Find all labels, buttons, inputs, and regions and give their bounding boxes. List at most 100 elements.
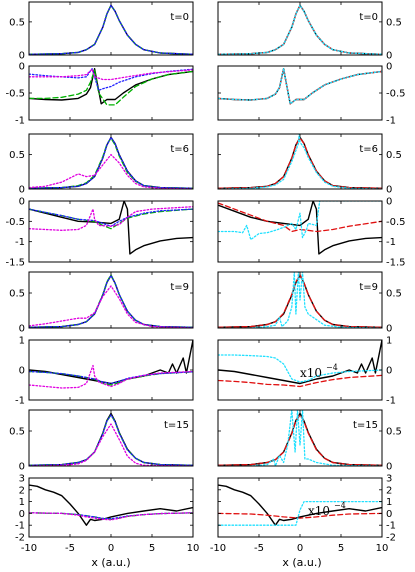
series-group [218, 201, 382, 255]
series-magenta-line [29, 285, 193, 328]
panel-frame [217, 1, 383, 56]
y-tick-label: -0.5 [386, 89, 406, 100]
series-cyan-line [218, 201, 382, 241]
y-tick-label: -1 [386, 521, 396, 532]
y-tick-label: 0.5 [386, 150, 402, 161]
y-tick-label: 0 [386, 509, 392, 520]
annotation-t15: x10 −4 [308, 501, 346, 518]
y-tick-label: 0.5 [386, 17, 402, 28]
y-tick-label: 0 [386, 462, 392, 473]
x-tick-label: 5 [149, 543, 155, 554]
series-group [29, 136, 193, 189]
time-label: t=9 [359, 282, 378, 293]
series-green-line [29, 4, 193, 55]
series-group [29, 4, 193, 55]
series-black-line [29, 484, 193, 526]
series-group [218, 4, 382, 55]
series-black-line [29, 274, 193, 328]
y-tick-label: 0 [19, 197, 25, 208]
series-blue-line [29, 208, 193, 227]
series-cyan-line [218, 272, 382, 328]
series-red-line [218, 4, 382, 55]
series-black-line [218, 274, 382, 328]
y-tick-label: 0 [19, 462, 25, 473]
x-axis-label-left: x (a.u.) [91, 556, 130, 569]
series-green-line [29, 69, 193, 106]
y-tick-label: 0 [386, 366, 392, 377]
series-group [218, 410, 382, 466]
series-cyan-line [218, 4, 382, 55]
series-blue-line [29, 414, 193, 466]
panel-frame [28, 477, 194, 538]
panel-right-row-0: 0 0.5 t=0 [217, 1, 402, 62]
x-axis-labels: x (a.u.) x (a.u.) [91, 556, 321, 569]
x-tick-label: 0 [297, 543, 303, 554]
series-blue-line [29, 136, 193, 189]
series-magenta-line [29, 153, 193, 189]
panel-left-row-1: -1 -0.5 0 [5, 62, 194, 127]
series-magenta-line [29, 206, 193, 231]
y-tick-label: 0.5 [386, 427, 402, 438]
series-blue-line [29, 274, 193, 328]
series-red-line [218, 374, 382, 388]
series-group [29, 484, 193, 526]
series-group [29, 68, 193, 106]
x-axis-label-right: x (a.u.) [282, 556, 321, 569]
y-tick-label: -1.5 [5, 258, 25, 269]
panel-left-row-4: 0 0.5 t=9 [9, 271, 194, 335]
y-tick-label: 0.5 [9, 427, 25, 438]
time-label: t=0 [170, 12, 189, 23]
y-tick-label: 2 [19, 485, 25, 496]
series-group [218, 484, 382, 526]
series-group [218, 68, 382, 105]
x-tick-label: 10 [187, 543, 200, 554]
time-label: t=9 [170, 282, 189, 293]
y-tick-label: 1 [19, 336, 25, 347]
series-group [29, 201, 193, 255]
y-tick-label: -0.5 [5, 89, 25, 100]
series-red-line [218, 274, 382, 328]
series-cyan-line [218, 410, 382, 466]
y-tick-label: 0 [19, 51, 25, 62]
y-tick-label: -0.5 [5, 217, 25, 228]
panel-left-row-5: -1 0 1 [15, 336, 194, 407]
series-cyan-line [218, 68, 382, 105]
y-tick-label: 3 [19, 474, 25, 485]
y-tick-label: 3 [386, 474, 392, 485]
series-cyan-line [218, 500, 382, 526]
panel-left-row-6: 0 0.5 t=15 [9, 409, 194, 473]
series-black-line [29, 136, 193, 189]
series-cyan-line [218, 354, 382, 383]
y-tick-label: -1 [15, 396, 25, 407]
series-black-line [218, 136, 382, 189]
y-tick-label: 0 [386, 51, 392, 62]
series-cyan-line [218, 134, 382, 189]
series-green-line [29, 208, 193, 230]
time-label: t=0 [359, 12, 378, 23]
y-tick-label: 0.5 [9, 17, 25, 28]
y-tick-label: -1 [15, 521, 25, 532]
y-tick-label: -1 [386, 396, 396, 407]
series-red-line [218, 68, 382, 105]
y-tick-label: -1.5 [386, 258, 406, 269]
y-tick-label: 0 [19, 324, 25, 335]
y-tick-label: -0.5 [386, 217, 406, 228]
series-black-line [29, 340, 193, 385]
x-tick-label: -5 [65, 543, 75, 554]
y-tick-label: 0 [19, 366, 25, 377]
y-tick-label: -1 [386, 116, 396, 127]
series-black-line [218, 340, 382, 385]
series-group [218, 134, 382, 189]
series-group [29, 412, 193, 466]
panel-left-row-2: 0 0.5 t=6 [9, 133, 194, 196]
x-tick-label: -5 [254, 543, 264, 554]
y-tick-label: 1 [386, 497, 392, 508]
series-group [29, 274, 193, 328]
series-blue-line [29, 4, 193, 55]
series-black-line [29, 201, 193, 255]
x-tick-label: 0 [108, 543, 114, 554]
series-black-line [218, 484, 382, 526]
panel-right-row-4: 0 0.5 t=9 [217, 271, 402, 335]
series-red-line [218, 137, 382, 189]
